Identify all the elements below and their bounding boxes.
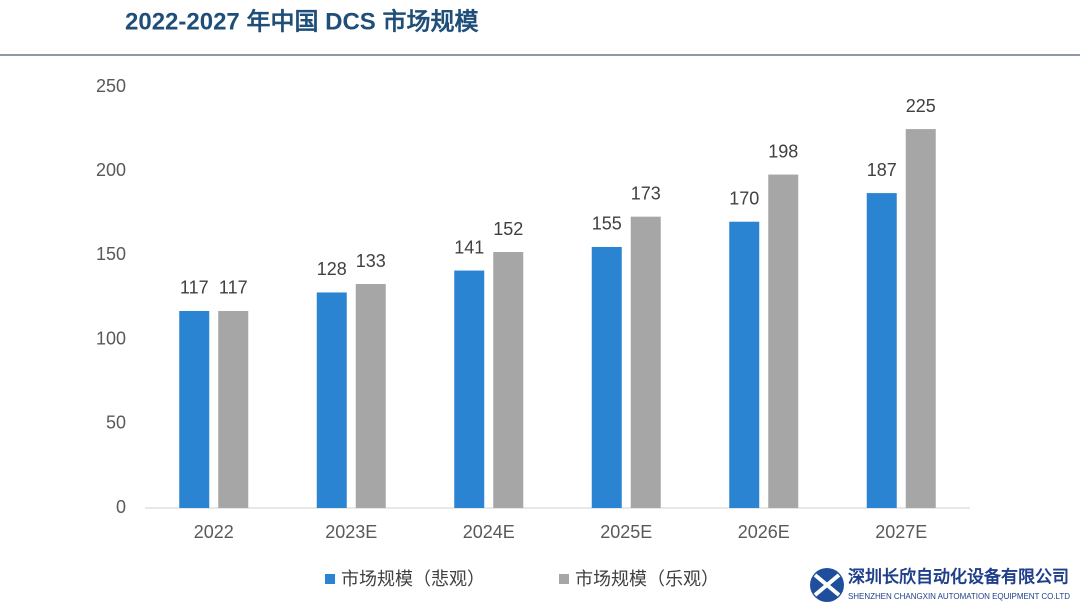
value-label: 187: [867, 160, 897, 180]
chart-title: 2022-2027 年中国 DCS 市场规模: [125, 7, 479, 35]
bar: [768, 174, 799, 508]
y-tick-label: 150: [96, 244, 126, 264]
value-label: 225: [906, 96, 936, 116]
value-label: 155: [592, 214, 622, 234]
company-name-en: SHENZHEN CHANGXIN AUTOMATION EQUIPMENT C…: [848, 592, 1070, 601]
value-label: 128: [317, 259, 347, 279]
bar: [218, 310, 249, 508]
value-label: 152: [493, 219, 523, 239]
legend-swatch: [559, 574, 569, 584]
x-tick-label: 2027E: [875, 522, 927, 542]
y-tick-label: 250: [96, 76, 126, 96]
x-tick-label: 2022: [194, 522, 234, 542]
y-tick-label: 50: [106, 413, 126, 433]
bar: [630, 216, 661, 508]
bar: [179, 310, 210, 508]
bar: [591, 246, 622, 509]
bar: [905, 129, 936, 508]
bar: [454, 270, 485, 508]
bar: [729, 221, 760, 508]
legend-label: 市场规模（乐观）: [575, 569, 719, 589]
logo: 深圳长欣自动化设备有限公司 SHENZHEN CHANGXIN AUTOMATI…: [810, 566, 1070, 602]
value-label: 117: [180, 278, 209, 298]
logo-mark: [813, 573, 841, 597]
y-tick-label: 0: [116, 497, 126, 517]
value-label: 141: [454, 237, 484, 257]
value-label: 133: [356, 251, 386, 271]
value-label: 198: [768, 141, 798, 161]
legend-swatch: [325, 574, 335, 584]
bar: [866, 193, 897, 509]
legend-label: 市场规模（悲观）: [341, 569, 485, 589]
x-tick-label: 2026E: [738, 522, 790, 542]
y-tick-label: 100: [96, 328, 126, 348]
value-label: 117: [219, 278, 248, 298]
bar: [316, 292, 347, 508]
x-tick-label: 2025E: [600, 522, 652, 542]
company-name: 深圳长欣自动化设备有限公司: [848, 566, 1069, 586]
value-label: 173: [631, 183, 661, 203]
x-tick-label: 2024E: [463, 522, 515, 542]
value-label: 170: [729, 188, 759, 208]
y-tick-label: 200: [96, 160, 126, 180]
bar: [355, 284, 386, 508]
bar: [493, 252, 524, 508]
x-tick-label: 2023E: [325, 522, 377, 542]
